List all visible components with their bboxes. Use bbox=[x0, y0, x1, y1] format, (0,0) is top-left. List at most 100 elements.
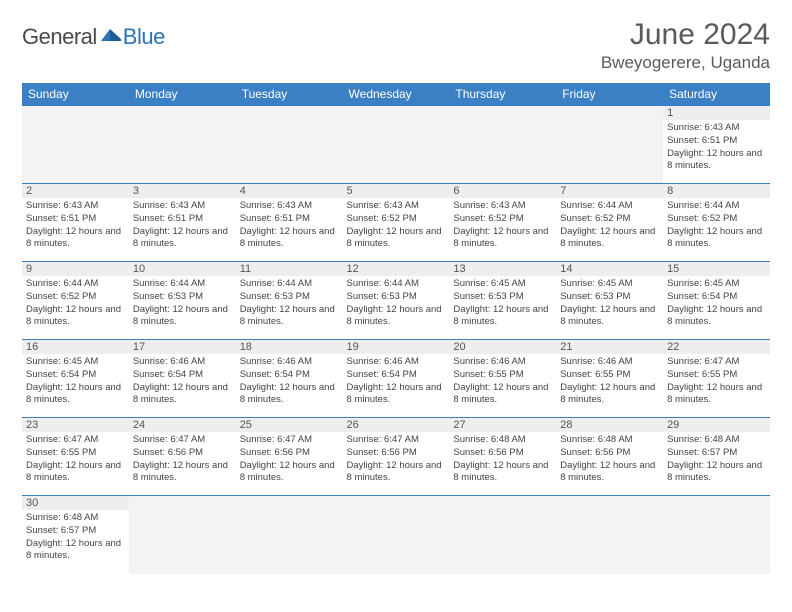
sunset-line: Sunset: 6:53 PM bbox=[453, 291, 552, 304]
day-number: 14 bbox=[556, 262, 663, 276]
day-details: Sunrise: 6:43 AMSunset: 6:51 PMDaylight:… bbox=[663, 120, 770, 177]
day-details: Sunrise: 6:48 AMSunset: 6:56 PMDaylight:… bbox=[556, 432, 663, 489]
day-details: Sunrise: 6:44 AMSunset: 6:52 PMDaylight:… bbox=[22, 276, 129, 333]
day-cell: 4Sunrise: 6:43 AMSunset: 6:51 PMDaylight… bbox=[236, 184, 343, 262]
sunrise-line: Sunrise: 6:47 AM bbox=[347, 434, 446, 447]
day-details: Sunrise: 6:48 AMSunset: 6:56 PMDaylight:… bbox=[449, 432, 556, 489]
daylight-line: Daylight: 12 hours and 8 minutes. bbox=[26, 460, 125, 486]
day-details: Sunrise: 6:45 AMSunset: 6:54 PMDaylight:… bbox=[22, 354, 129, 411]
day-cell bbox=[449, 496, 556, 574]
day-cell: 25Sunrise: 6:47 AMSunset: 6:56 PMDayligh… bbox=[236, 418, 343, 496]
day-number: 17 bbox=[129, 340, 236, 354]
daylight-line: Daylight: 12 hours and 8 minutes. bbox=[667, 148, 766, 174]
day-cell: 12Sunrise: 6:44 AMSunset: 6:53 PMDayligh… bbox=[343, 262, 450, 340]
sunrise-line: Sunrise: 6:44 AM bbox=[133, 278, 232, 291]
daylight-line: Daylight: 12 hours and 8 minutes. bbox=[347, 304, 446, 330]
day-cell: 11Sunrise: 6:44 AMSunset: 6:53 PMDayligh… bbox=[236, 262, 343, 340]
day-details: Sunrise: 6:43 AMSunset: 6:51 PMDaylight:… bbox=[236, 198, 343, 255]
day-details: Sunrise: 6:45 AMSunset: 6:53 PMDaylight:… bbox=[556, 276, 663, 333]
day-cell: 30Sunrise: 6:48 AMSunset: 6:57 PMDayligh… bbox=[22, 496, 129, 574]
dayname: Tuesday bbox=[236, 83, 343, 106]
sunrise-line: Sunrise: 6:43 AM bbox=[26, 200, 125, 213]
day-details: Sunrise: 6:44 AMSunset: 6:53 PMDaylight:… bbox=[129, 276, 236, 333]
daylight-line: Daylight: 12 hours and 8 minutes. bbox=[453, 382, 552, 408]
sunrise-line: Sunrise: 6:48 AM bbox=[26, 512, 125, 525]
day-number: 7 bbox=[556, 184, 663, 198]
daylight-line: Daylight: 12 hours and 8 minutes. bbox=[26, 538, 125, 564]
sunrise-line: Sunrise: 6:43 AM bbox=[133, 200, 232, 213]
sunrise-line: Sunrise: 6:43 AM bbox=[240, 200, 339, 213]
header: General Blue June 2024 Bweyogerere, Ugan… bbox=[22, 18, 770, 73]
location: Bweyogerere, Uganda bbox=[601, 53, 770, 73]
week-row: 2Sunrise: 6:43 AMSunset: 6:51 PMDaylight… bbox=[22, 184, 770, 262]
sunrise-line: Sunrise: 6:44 AM bbox=[347, 278, 446, 291]
dayname: Saturday bbox=[663, 83, 770, 106]
daylight-line: Daylight: 12 hours and 8 minutes. bbox=[453, 304, 552, 330]
day-details: Sunrise: 6:46 AMSunset: 6:54 PMDaylight:… bbox=[129, 354, 236, 411]
day-cell: 6Sunrise: 6:43 AMSunset: 6:52 PMDaylight… bbox=[449, 184, 556, 262]
day-cell bbox=[449, 106, 556, 184]
day-details: Sunrise: 6:47 AMSunset: 6:55 PMDaylight:… bbox=[22, 432, 129, 489]
daylight-line: Daylight: 12 hours and 8 minutes. bbox=[347, 226, 446, 252]
day-number: 28 bbox=[556, 418, 663, 432]
day-cell: 13Sunrise: 6:45 AMSunset: 6:53 PMDayligh… bbox=[449, 262, 556, 340]
daylight-line: Daylight: 12 hours and 8 minutes. bbox=[26, 226, 125, 252]
day-number: 3 bbox=[129, 184, 236, 198]
day-cell: 8Sunrise: 6:44 AMSunset: 6:52 PMDaylight… bbox=[663, 184, 770, 262]
daylight-line: Daylight: 12 hours and 8 minutes. bbox=[133, 304, 232, 330]
logo: General Blue bbox=[22, 24, 165, 50]
sunrise-line: Sunrise: 6:44 AM bbox=[667, 200, 766, 213]
day-cell bbox=[236, 106, 343, 184]
dayname: Thursday bbox=[449, 83, 556, 106]
day-details: Sunrise: 6:43 AMSunset: 6:51 PMDaylight:… bbox=[22, 198, 129, 255]
day-number: 10 bbox=[129, 262, 236, 276]
daylight-line: Daylight: 12 hours and 8 minutes. bbox=[240, 460, 339, 486]
day-cell: 1Sunrise: 6:43 AMSunset: 6:51 PMDaylight… bbox=[663, 106, 770, 184]
daylight-line: Daylight: 12 hours and 8 minutes. bbox=[240, 382, 339, 408]
sunset-line: Sunset: 6:56 PM bbox=[240, 447, 339, 460]
day-number: 2 bbox=[22, 184, 129, 198]
dayname: Wednesday bbox=[343, 83, 450, 106]
day-number: 23 bbox=[22, 418, 129, 432]
daylight-line: Daylight: 12 hours and 8 minutes. bbox=[560, 382, 659, 408]
daylight-line: Daylight: 12 hours and 8 minutes. bbox=[453, 460, 552, 486]
day-cell: 14Sunrise: 6:45 AMSunset: 6:53 PMDayligh… bbox=[556, 262, 663, 340]
sunset-line: Sunset: 6:54 PM bbox=[26, 369, 125, 382]
daylight-line: Daylight: 12 hours and 8 minutes. bbox=[560, 460, 659, 486]
daylight-line: Daylight: 12 hours and 8 minutes. bbox=[560, 226, 659, 252]
day-cell: 2Sunrise: 6:43 AMSunset: 6:51 PMDaylight… bbox=[22, 184, 129, 262]
day-number: 21 bbox=[556, 340, 663, 354]
sunset-line: Sunset: 6:55 PM bbox=[667, 369, 766, 382]
day-cell bbox=[22, 106, 129, 184]
sunrise-line: Sunrise: 6:47 AM bbox=[133, 434, 232, 447]
daylight-line: Daylight: 12 hours and 8 minutes. bbox=[133, 382, 232, 408]
sunrise-line: Sunrise: 6:46 AM bbox=[560, 356, 659, 369]
day-cell: 18Sunrise: 6:46 AMSunset: 6:54 PMDayligh… bbox=[236, 340, 343, 418]
dayname: Sunday bbox=[22, 83, 129, 106]
day-number: 20 bbox=[449, 340, 556, 354]
daylight-line: Daylight: 12 hours and 8 minutes. bbox=[453, 226, 552, 252]
day-number: 15 bbox=[663, 262, 770, 276]
sunset-line: Sunset: 6:53 PM bbox=[560, 291, 659, 304]
day-details: Sunrise: 6:45 AMSunset: 6:54 PMDaylight:… bbox=[663, 276, 770, 333]
sunset-line: Sunset: 6:56 PM bbox=[133, 447, 232, 460]
sunset-line: Sunset: 6:51 PM bbox=[26, 213, 125, 226]
day-number: 12 bbox=[343, 262, 450, 276]
day-number: 13 bbox=[449, 262, 556, 276]
day-number: 11 bbox=[236, 262, 343, 276]
day-number: 18 bbox=[236, 340, 343, 354]
day-details: Sunrise: 6:47 AMSunset: 6:56 PMDaylight:… bbox=[236, 432, 343, 489]
sunrise-line: Sunrise: 6:45 AM bbox=[560, 278, 659, 291]
month-title: June 2024 bbox=[601, 18, 770, 51]
dayname: Monday bbox=[129, 83, 236, 106]
day-number: 6 bbox=[449, 184, 556, 198]
day-number: 27 bbox=[449, 418, 556, 432]
day-cell: 20Sunrise: 6:46 AMSunset: 6:55 PMDayligh… bbox=[449, 340, 556, 418]
sunset-line: Sunset: 6:54 PM bbox=[133, 369, 232, 382]
daylight-line: Daylight: 12 hours and 8 minutes. bbox=[347, 382, 446, 408]
daylight-line: Daylight: 12 hours and 8 minutes. bbox=[667, 382, 766, 408]
week-row: 16Sunrise: 6:45 AMSunset: 6:54 PMDayligh… bbox=[22, 340, 770, 418]
dayname: Friday bbox=[556, 83, 663, 106]
day-cell: 9Sunrise: 6:44 AMSunset: 6:52 PMDaylight… bbox=[22, 262, 129, 340]
day-details: Sunrise: 6:46 AMSunset: 6:54 PMDaylight:… bbox=[343, 354, 450, 411]
